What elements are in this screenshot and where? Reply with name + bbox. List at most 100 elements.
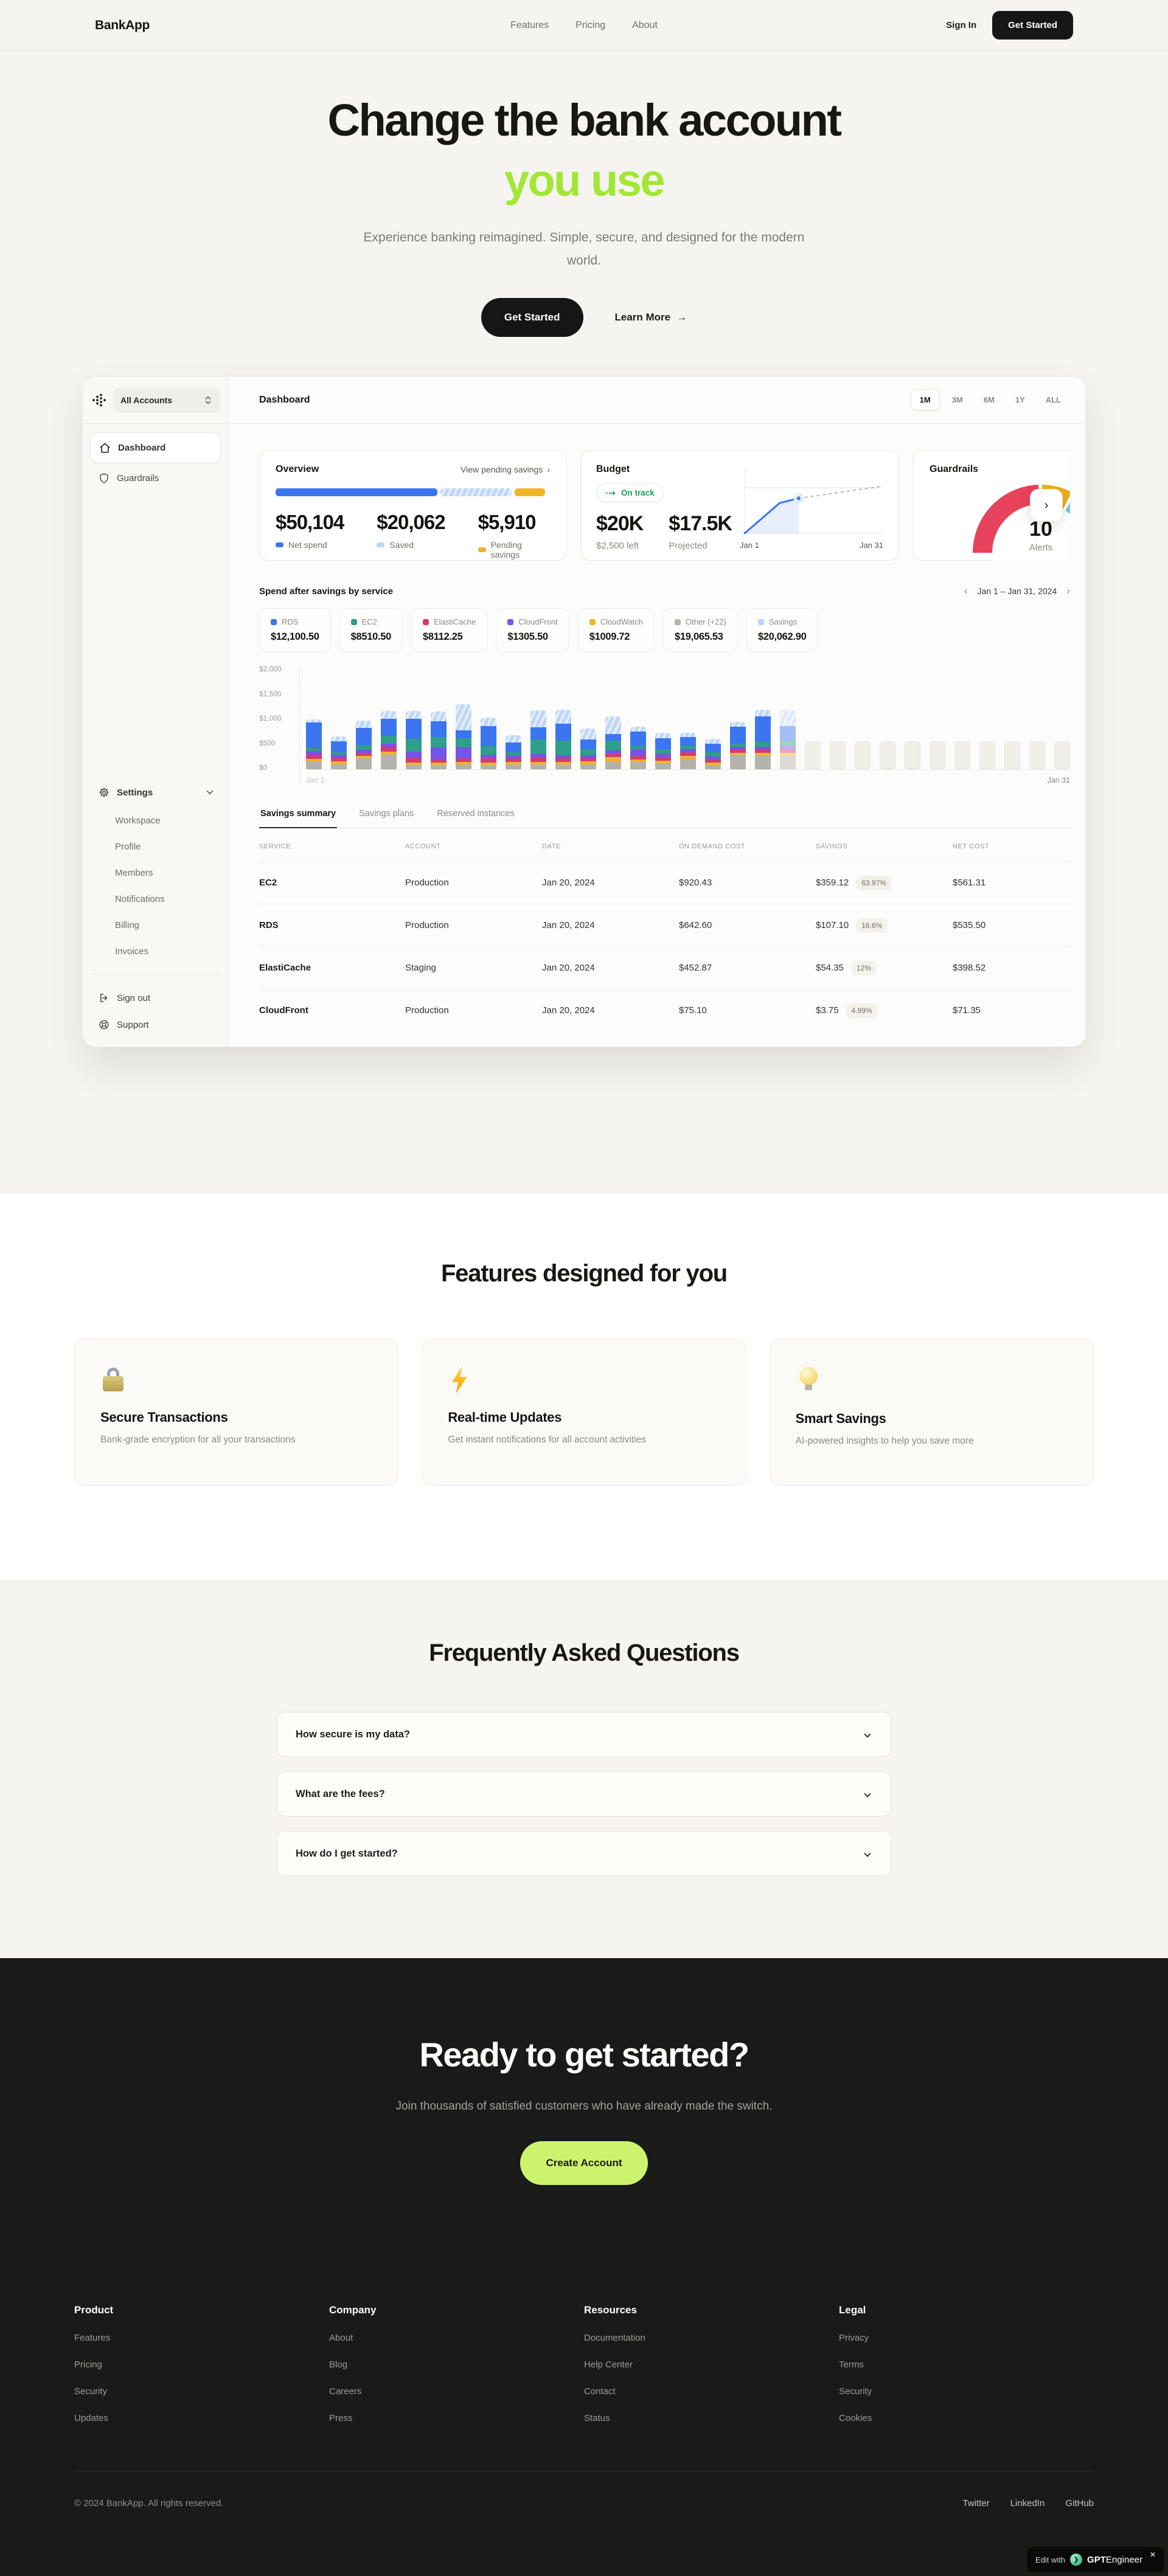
social-links: Twitter LinkedIn GitHub bbox=[962, 2498, 1094, 2508]
footer-link-security[interactable]: Security bbox=[74, 2386, 108, 2397]
footer-link-press[interactable]: Press bbox=[329, 2413, 353, 2423]
footer-link-blog[interactable]: Blog bbox=[329, 2360, 348, 2370]
footer-link-updates[interactable]: Updates bbox=[74, 2413, 108, 2423]
sidebar-subitem-members[interactable]: Members bbox=[115, 868, 153, 878]
support-button[interactable]: Support bbox=[90, 1011, 221, 1038]
range-1m-button[interactable]: 1M bbox=[910, 389, 940, 410]
badge-close-icon[interactable]: ✕ bbox=[1149, 2550, 1156, 2559]
sidebar-subitem-notifications[interactable]: Notifications bbox=[115, 894, 165, 904]
legend-chip-cloudwatch[interactable]: CloudWatch $1009.72 bbox=[577, 608, 655, 652]
footer-link-help-center[interactable]: Help Center bbox=[584, 2360, 633, 2370]
sign-in-link[interactable]: Sign In bbox=[946, 20, 977, 30]
view-pending-savings-link[interactable]: View pending savings › bbox=[461, 465, 550, 474]
legend-chip-ec2[interactable]: EC2 $8510.50 bbox=[339, 608, 403, 652]
footer-link-terms[interactable]: Terms bbox=[839, 2360, 864, 2370]
footer-link-about[interactable]: About bbox=[329, 2333, 353, 2343]
learn-more-link[interactable]: Learn More → bbox=[615, 311, 687, 324]
cell-service: EC2 bbox=[259, 878, 277, 888]
x-tick-end: Jan 31 bbox=[1047, 776, 1070, 784]
legend-swatch bbox=[757, 618, 764, 625]
y-tick: $1,500 bbox=[259, 689, 282, 698]
feature-card-secure-transactions: Secure Transactions Bank-grade encryptio… bbox=[74, 1338, 399, 1486]
cell-net: $535.50 bbox=[953, 920, 986, 930]
gear-icon bbox=[99, 788, 109, 797]
tab-savings-plans[interactable]: Savings plans bbox=[359, 809, 414, 819]
gpt-engineer-badge[interactable]: Edit with ❯ GPTEngineer ✕ bbox=[1026, 2547, 1164, 2572]
footer-link-features[interactable]: Features bbox=[74, 2333, 111, 2343]
sidebar-subitem-invoices[interactable]: Invoices bbox=[115, 946, 149, 957]
footer-link-security-legal[interactable]: Security bbox=[839, 2386, 872, 2397]
budget-amount-sub: $2,500 left bbox=[596, 541, 639, 551]
faq-item-security[interactable]: How secure is my data? bbox=[277, 1712, 891, 1757]
sidebar-item-guardrails[interactable]: Guardrails bbox=[90, 463, 221, 493]
footer-link-privacy[interactable]: Privacy bbox=[839, 2333, 869, 2343]
stat-label: Pending savings bbox=[490, 540, 522, 559]
nav-link-about[interactable]: About bbox=[632, 19, 658, 30]
account-switcher[interactable]: All Accounts bbox=[113, 387, 220, 413]
features-section: Features designed for you Secure Transac… bbox=[0, 1194, 1168, 1580]
x-axis-labels: Jan 1 Jan 31 bbox=[306, 776, 1070, 784]
faq-item-fees[interactable]: What are the fees? bbox=[277, 1771, 891, 1816]
range-all-button[interactable]: ALL bbox=[1037, 389, 1069, 410]
sign-out-button[interactable]: Sign out bbox=[90, 985, 221, 1011]
arrow-right-icon: → bbox=[676, 311, 687, 323]
legend-value: $1305.50 bbox=[507, 631, 548, 642]
dashboard-main: Dashboard 1M 3M 6M 1Y ALL Overvi bbox=[229, 376, 1085, 1047]
legend-name: ElastiCache bbox=[434, 617, 476, 626]
range-3m-button[interactable]: 3M bbox=[944, 389, 972, 410]
tab-savings-summary[interactable]: Savings summary bbox=[259, 809, 338, 828]
legend-chip-elasticache[interactable]: ElastiCache $8112.25 bbox=[411, 608, 488, 652]
range-6m-button[interactable]: 6M bbox=[975, 389, 1003, 410]
legend-chip-savings[interactable]: Savings $20,062.90 bbox=[746, 608, 818, 652]
faq-list: How secure is my data? What are the fees… bbox=[277, 1712, 891, 1876]
nav-link-pricing[interactable]: Pricing bbox=[575, 19, 606, 30]
sidebar-subitem-workspace[interactable]: Workspace bbox=[115, 815, 161, 826]
badge-prefix: Edit with bbox=[1035, 2555, 1066, 2564]
legend-name: Other (+22) bbox=[686, 617, 726, 626]
dashboard-sidebar: All Accounts Dashboard bbox=[83, 376, 229, 1047]
range-1y-button[interactable]: 1Y bbox=[1007, 389, 1034, 410]
legend-chip-rds[interactable]: RDS $12,100.50 bbox=[259, 608, 331, 652]
period-next-button[interactable]: › bbox=[1066, 585, 1070, 597]
footer-link-pricing[interactable]: Pricing bbox=[74, 2360, 102, 2370]
footer-link-cookies[interactable]: Cookies bbox=[839, 2413, 872, 2423]
learn-more-label: Learn More bbox=[614, 311, 671, 323]
footer-link-documentation[interactable]: Documentation bbox=[584, 2333, 645, 2343]
sidebar-item-label: Dashboard bbox=[118, 442, 166, 453]
budget-projected-block: $17.5K Projected bbox=[669, 512, 732, 551]
create-account-button[interactable]: Create Account bbox=[520, 2141, 648, 2185]
get-started-button[interactable]: Get Started bbox=[992, 11, 1073, 40]
hero-ctas: Get Started Learn More → bbox=[0, 298, 1168, 337]
nav-link-features[interactable]: Features bbox=[510, 19, 549, 30]
budget-projected-sub: Projected bbox=[669, 541, 707, 551]
sidebar-subitem-billing[interactable]: Billing bbox=[115, 920, 140, 930]
legend-chip-cloudfront[interactable]: CloudFront $1305.50 bbox=[496, 608, 569, 652]
feature-card-smart-savings: Smart Savings AI-powered insights to hel… bbox=[769, 1338, 1094, 1486]
overview-title: Overview bbox=[276, 464, 319, 474]
social-link-twitter[interactable]: Twitter bbox=[962, 2498, 990, 2508]
hero-get-started-button[interactable]: Get Started bbox=[481, 298, 583, 337]
sidebar-item-dashboard[interactable]: Dashboard bbox=[90, 432, 221, 463]
trend-arrow-icon bbox=[605, 491, 616, 495]
social-link-github[interactable]: GitHub bbox=[1065, 2498, 1094, 2508]
footer-link-status[interactable]: Status bbox=[584, 2413, 610, 2423]
faq-item-get-started[interactable]: How do I get started? bbox=[277, 1831, 891, 1876]
faq-question: How secure is my data? bbox=[296, 1728, 410, 1740]
footer-link-careers[interactable]: Careers bbox=[329, 2386, 362, 2397]
life-buoy-icon bbox=[99, 1020, 109, 1030]
footer-link-contact[interactable]: Contact bbox=[584, 2386, 616, 2397]
legend-chip-other[interactable]: Other (+22) $19,065.53 bbox=[663, 608, 738, 652]
tab-reserved-instances[interactable]: Reserved instances bbox=[437, 809, 515, 819]
features-heading: Features designed for you bbox=[440, 1260, 728, 1287]
brand-logo[interactable]: BankApp bbox=[95, 18, 150, 32]
carousel-next-button[interactable]: › bbox=[1030, 489, 1063, 522]
period-prev-button[interactable]: ‹ bbox=[964, 585, 968, 597]
period-label: Jan 1 – Jan 31, 2024 bbox=[977, 586, 1057, 596]
y-tick: $0 bbox=[259, 763, 268, 772]
y-tick: $1,000 bbox=[259, 714, 282, 722]
legend-swatch bbox=[675, 618, 681, 625]
social-link-linkedin[interactable]: LinkedIn bbox=[1010, 2498, 1045, 2508]
sidebar-item-settings[interactable]: Settings bbox=[90, 777, 221, 808]
cell-service: RDS bbox=[259, 920, 279, 930]
sidebar-subitem-profile[interactable]: Profile bbox=[115, 842, 141, 852]
